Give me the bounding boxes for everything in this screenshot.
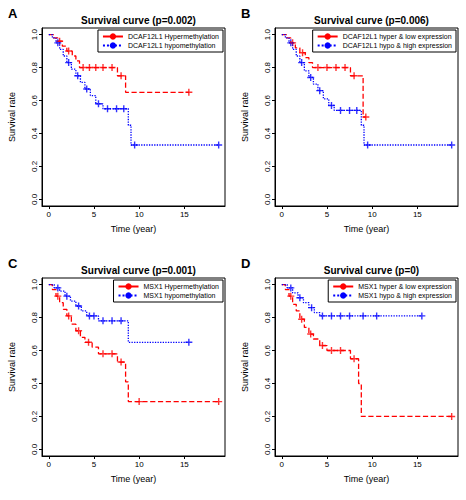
svg-text:1.0: 1.0 <box>30 28 39 40</box>
svg-text:DCAF12L1 hypo & high expressio: DCAF12L1 hypo & high expression <box>343 42 452 50</box>
svg-text:0.8: 0.8 <box>263 311 272 323</box>
svg-text:0.6: 0.6 <box>263 94 272 106</box>
svg-text:0.4: 0.4 <box>30 127 39 139</box>
svg-text:Survival curve (p=0.006): Survival curve (p=0.006) <box>314 15 429 26</box>
svg-text:Survival rate: Survival rate <box>7 92 17 142</box>
svg-text:0.0: 0.0 <box>30 193 39 205</box>
svg-text:DCAF12L1 Hypermethylation: DCAF12L1 Hypermethylation <box>128 33 219 41</box>
svg-text:10: 10 <box>368 210 377 219</box>
svg-text:MSX1 hypomethylation: MSX1 hypomethylation <box>144 292 216 300</box>
svg-text:Time (year): Time (year) <box>111 474 157 484</box>
svg-text:1.0: 1.0 <box>263 28 272 40</box>
svg-text:Time (year): Time (year) <box>344 474 390 484</box>
svg-text:1.0: 1.0 <box>263 278 272 290</box>
svg-text:0: 0 <box>47 210 52 219</box>
svg-text:5: 5 <box>92 210 97 219</box>
svg-text:Survival rate: Survival rate <box>240 342 250 392</box>
svg-text:0.6: 0.6 <box>30 94 39 106</box>
svg-text:DCAF12L1 hypomethylation: DCAF12L1 hypomethylation <box>128 42 216 50</box>
svg-text:MSX1 hyper & low expression: MSX1 hyper & low expression <box>358 283 451 291</box>
svg-text:0.0: 0.0 <box>263 443 272 455</box>
svg-text:0.8: 0.8 <box>263 61 272 73</box>
svg-text:0: 0 <box>280 460 285 469</box>
svg-text:15: 15 <box>413 210 422 219</box>
svg-text:5: 5 <box>92 460 97 469</box>
svg-text:A: A <box>8 6 18 21</box>
svg-text:0.2: 0.2 <box>263 160 272 172</box>
svg-text:Survival curve (p=0.001): Survival curve (p=0.001) <box>81 265 196 276</box>
svg-text:0.2: 0.2 <box>263 410 272 422</box>
svg-text:Survival curve (p=0.002): Survival curve (p=0.002) <box>81 15 196 26</box>
svg-text:0.0: 0.0 <box>263 193 272 205</box>
svg-text:5: 5 <box>325 460 330 469</box>
svg-text:Time (year): Time (year) <box>344 224 390 234</box>
svg-text:10: 10 <box>135 210 144 219</box>
svg-text:D: D <box>241 256 250 271</box>
svg-text:10: 10 <box>368 460 377 469</box>
svg-text:Survival curve (p=0): Survival curve (p=0) <box>324 265 419 276</box>
svg-text:0: 0 <box>47 460 52 469</box>
svg-text:Time (year): Time (year) <box>111 224 157 234</box>
svg-text:15: 15 <box>180 460 189 469</box>
svg-text:5: 5 <box>325 210 330 219</box>
svg-text:15: 15 <box>413 460 422 469</box>
svg-text:0.0: 0.0 <box>30 443 39 455</box>
svg-text:MSX1 hypo & high expression: MSX1 hypo & high expression <box>358 292 452 300</box>
svg-text:15: 15 <box>180 210 189 219</box>
svg-text:Survival rate: Survival rate <box>7 342 17 392</box>
svg-text:MSX1 Hypermethylation: MSX1 Hypermethylation <box>144 283 220 291</box>
svg-text:1.0: 1.0 <box>30 278 39 290</box>
svg-text:0.6: 0.6 <box>30 344 39 356</box>
svg-text:0.4: 0.4 <box>263 127 272 139</box>
svg-text:0: 0 <box>280 210 285 219</box>
svg-text:DCAF12L1 hyper & low expressio: DCAF12L1 hyper & low expression <box>343 33 452 41</box>
svg-text:C: C <box>8 256 18 271</box>
svg-text:0.8: 0.8 <box>30 311 39 323</box>
svg-text:0.8: 0.8 <box>30 61 39 73</box>
svg-text:0.6: 0.6 <box>263 344 272 356</box>
svg-text:0.4: 0.4 <box>263 377 272 389</box>
svg-text:10: 10 <box>135 460 144 469</box>
svg-text:B: B <box>241 6 250 21</box>
svg-text:0.2: 0.2 <box>30 160 39 172</box>
svg-text:0.2: 0.2 <box>30 410 39 422</box>
svg-text:Survival rate: Survival rate <box>240 92 250 142</box>
svg-text:0.4: 0.4 <box>30 377 39 389</box>
